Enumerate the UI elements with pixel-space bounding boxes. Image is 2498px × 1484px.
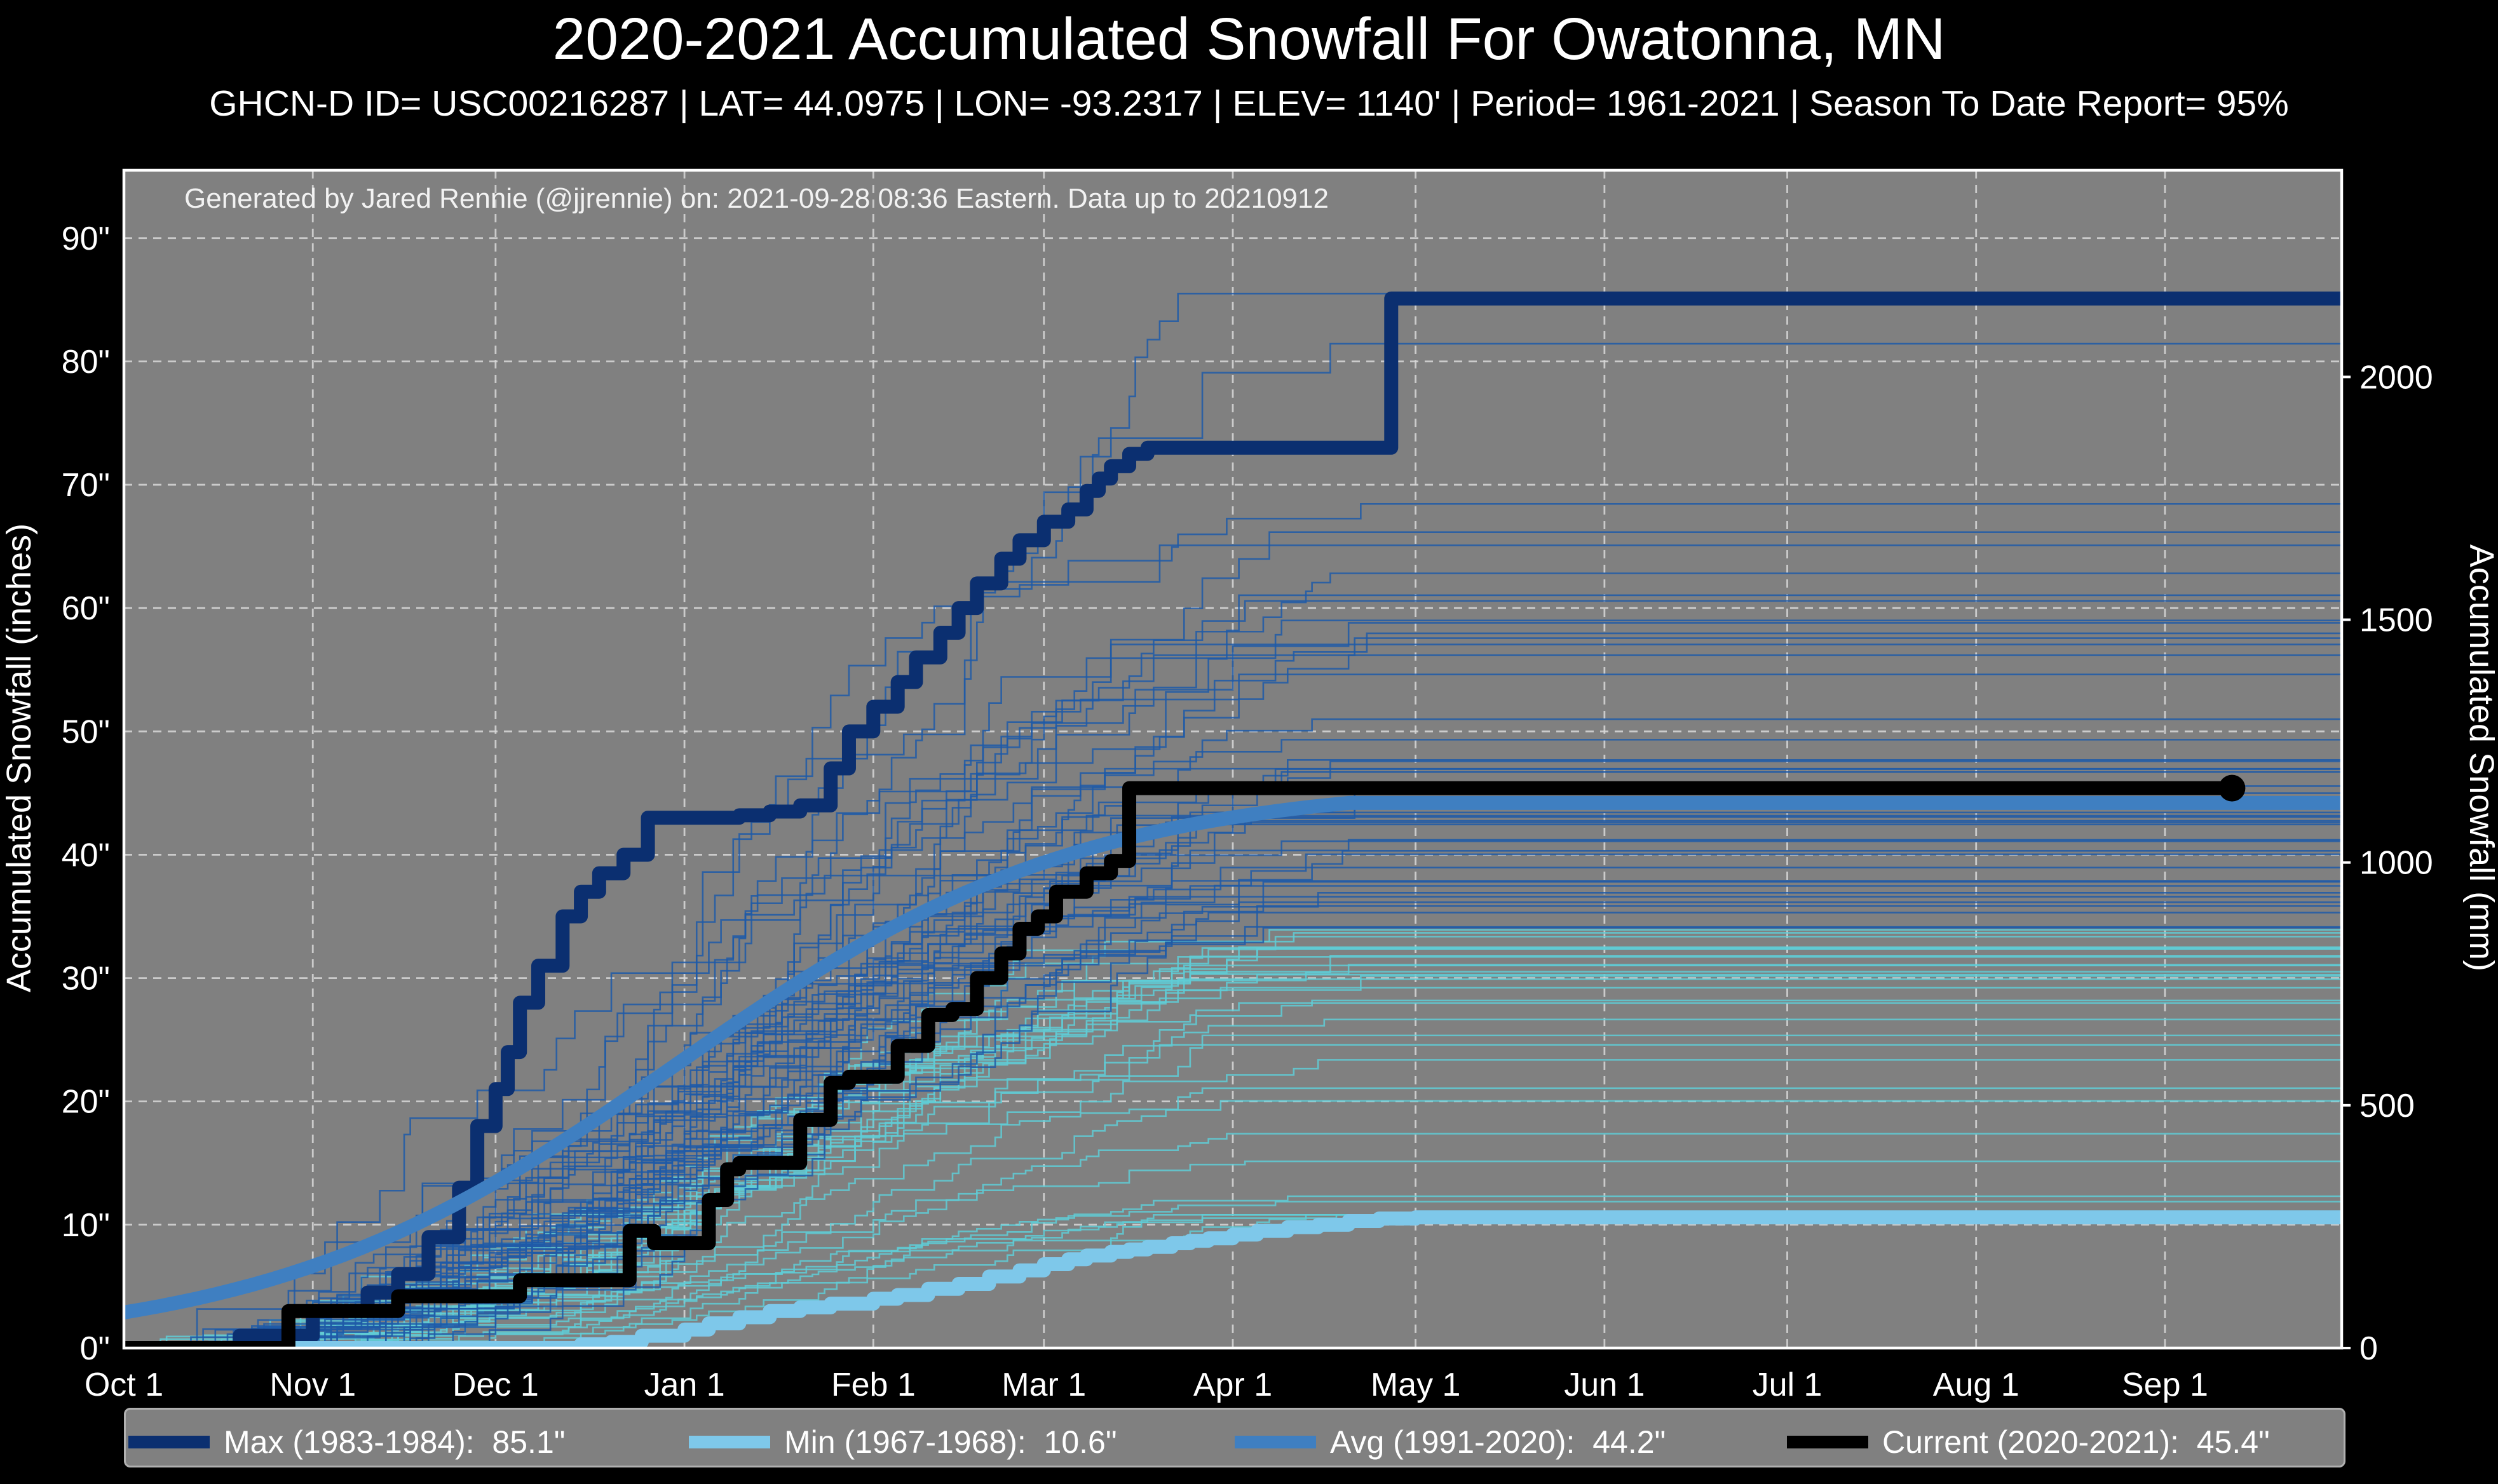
svg-text:500: 500: [2359, 1088, 2415, 1124]
svg-text:20": 20": [62, 1084, 110, 1121]
svg-text:0: 0: [2359, 1330, 2378, 1367]
svg-text:30": 30": [62, 961, 110, 997]
svg-text:50": 50": [62, 713, 110, 750]
svg-text:Jul 1: Jul 1: [1753, 1366, 1823, 1403]
svg-text:90": 90": [62, 220, 110, 257]
svg-text:Aug 1: Aug 1: [1933, 1366, 2019, 1403]
svg-text:1500: 1500: [2359, 602, 2433, 639]
svg-text:Dec 1: Dec 1: [452, 1366, 539, 1403]
svg-text:40": 40": [62, 837, 110, 874]
svg-text:80": 80": [62, 344, 110, 381]
svg-text:Oct 1: Oct 1: [85, 1366, 163, 1403]
svg-text:Sep 1: Sep 1: [2122, 1366, 2208, 1403]
svg-text:70": 70": [62, 467, 110, 504]
svg-text:May 1: May 1: [1371, 1366, 1461, 1403]
svg-text:60": 60": [62, 590, 110, 627]
svg-text:Jan 1: Jan 1: [644, 1366, 724, 1403]
svg-text:Mar 1: Mar 1: [1001, 1366, 1086, 1403]
svg-text:Nov 1: Nov 1: [269, 1366, 356, 1403]
svg-text:10": 10": [62, 1207, 110, 1244]
svg-text:Feb 1: Feb 1: [831, 1366, 916, 1403]
svg-text:Jun 1: Jun 1: [1564, 1366, 1645, 1403]
svg-text:1000: 1000: [2359, 845, 2433, 882]
svg-text:2000: 2000: [2359, 359, 2433, 396]
svg-text:Apr 1: Apr 1: [1193, 1366, 1272, 1403]
svg-text:0": 0": [80, 1330, 110, 1367]
